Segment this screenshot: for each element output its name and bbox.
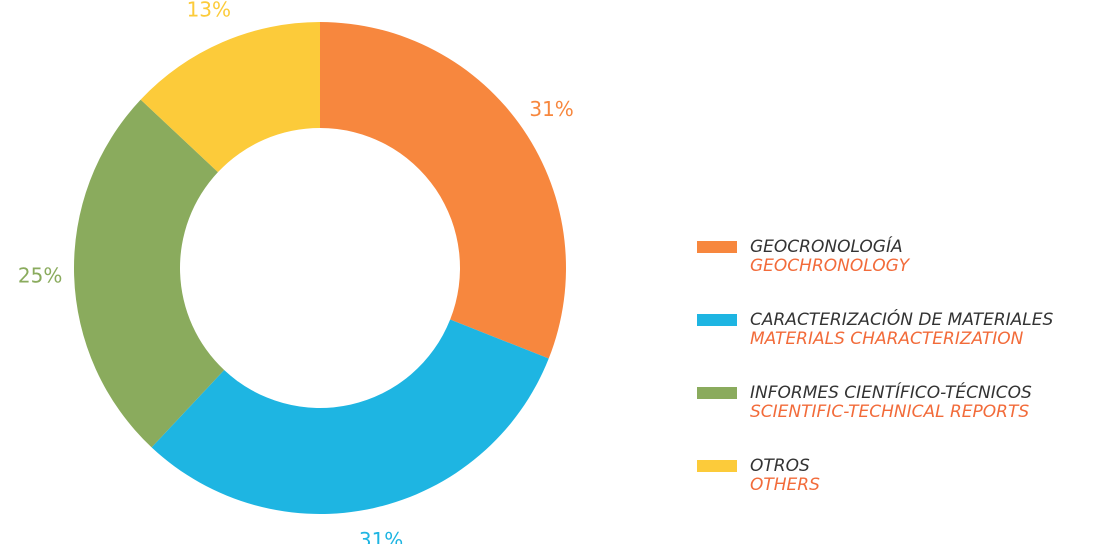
data-label: 31%	[359, 528, 403, 544]
legend-swatch	[697, 460, 737, 472]
legend-label: OTROS	[750, 456, 810, 476]
legend-translation: OTHERS	[750, 475, 820, 495]
legend-label: INFORMES CIENTÍFICO-TÉCNICOS	[750, 381, 1032, 403]
data-label: 13%	[187, 0, 231, 22]
legend-swatch	[697, 241, 737, 253]
donut-slice	[140, 22, 320, 173]
legend-translation: SCIENTIFIC-TECHNICAL REPORTS	[750, 402, 1029, 422]
donut-slice	[320, 22, 566, 359]
donut-slice	[74, 99, 225, 448]
data-label: 31%	[529, 97, 573, 121]
legend-label: GEOCRONOLOGÍA	[750, 235, 903, 257]
legend-swatch	[697, 387, 737, 399]
legend-translation: GEOCHRONOLOGY	[750, 256, 911, 276]
legend-label: CARACTERIZACIÓN DE MATERIALES	[750, 308, 1054, 330]
data-label: 25%	[18, 263, 62, 287]
legend-swatch	[697, 314, 737, 326]
legend-translation: MATERIALS CHARACTERIZATION	[750, 329, 1024, 349]
donut-slice	[151, 319, 549, 514]
